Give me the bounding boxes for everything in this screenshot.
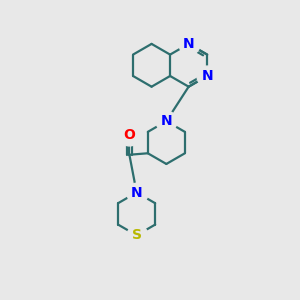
Text: N: N <box>131 185 142 200</box>
Text: N: N <box>183 37 194 51</box>
Text: N: N <box>201 69 213 83</box>
Text: N: N <box>160 114 172 128</box>
Text: O: O <box>123 128 135 142</box>
Text: S: S <box>132 228 142 242</box>
